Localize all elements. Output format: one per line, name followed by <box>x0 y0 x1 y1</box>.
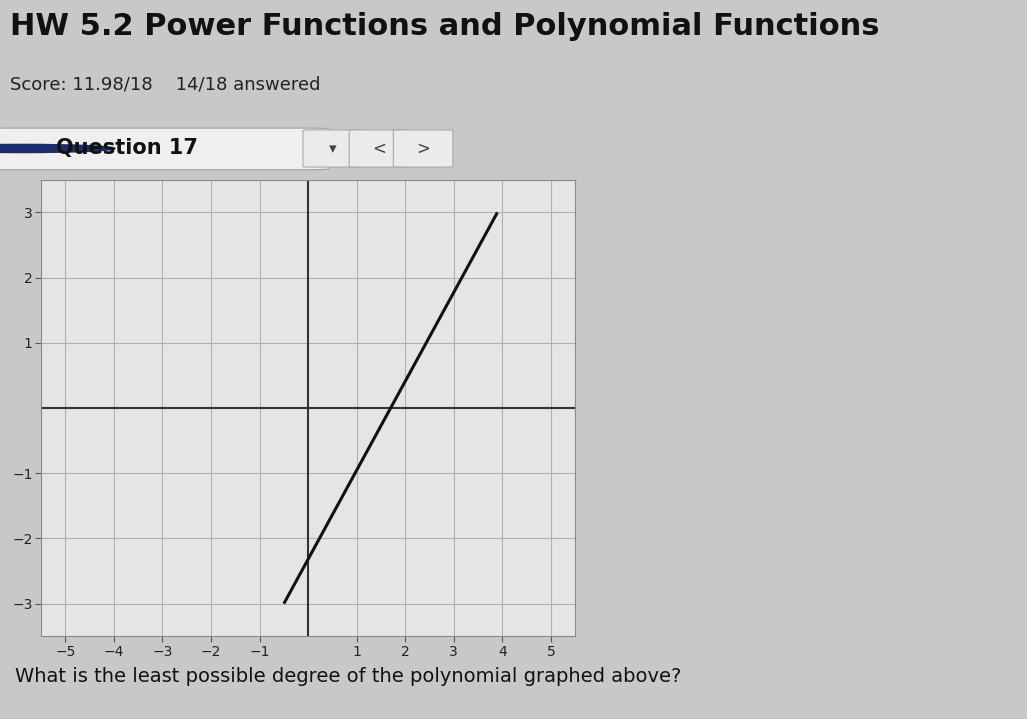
FancyBboxPatch shape <box>0 128 329 170</box>
FancyBboxPatch shape <box>393 130 453 167</box>
Text: <: < <box>372 139 386 157</box>
Text: ▾: ▾ <box>329 141 337 156</box>
Circle shape <box>0 145 115 152</box>
Text: What is the least possible degree of the polynomial graphed above?: What is the least possible degree of the… <box>15 667 682 686</box>
Text: >: > <box>416 139 430 157</box>
Text: HW 5.2 Power Functions and Polynomial Functions: HW 5.2 Power Functions and Polynomial Fu… <box>10 12 880 41</box>
Text: Question 17: Question 17 <box>56 139 198 158</box>
FancyBboxPatch shape <box>349 130 409 167</box>
FancyBboxPatch shape <box>303 130 363 167</box>
Text: Score: 11.98/18    14/18 answered: Score: 11.98/18 14/18 answered <box>10 75 320 93</box>
